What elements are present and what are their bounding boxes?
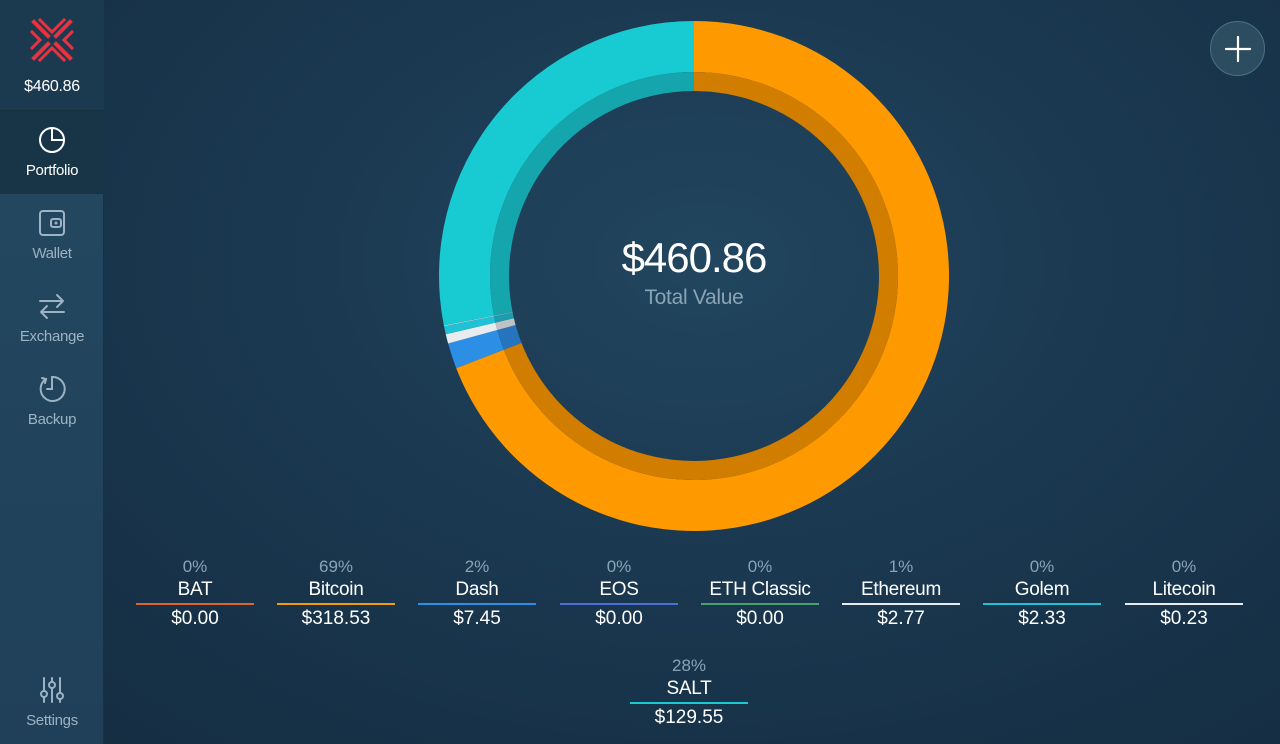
- asset-color-line: [418, 603, 536, 605]
- donut-slice-golem[interactable]: [444, 316, 496, 335]
- donut-slice-inner-litecoin: [493, 311, 513, 317]
- backup-clock-icon: [39, 375, 66, 402]
- sidebar-item-label: Settings: [26, 712, 78, 729]
- donut-chart-svg: [439, 21, 949, 531]
- donut-slice-inner-dash: [497, 325, 522, 350]
- sidebar-item-portfolio[interactable]: Portfolio: [0, 111, 104, 194]
- asset-value: $7.45: [453, 608, 501, 629]
- asset-percent: 0%: [606, 557, 632, 576]
- asset-percent: 2%: [464, 557, 490, 576]
- brand-header: $460.86: [0, 0, 104, 111]
- asset-percent: 0%: [182, 557, 208, 576]
- wallet-icon: [39, 210, 65, 236]
- sidebar-item-label: Backup: [27, 411, 77, 428]
- asset-color-line: [983, 603, 1101, 605]
- exodus-logo-icon: [29, 17, 75, 63]
- asset-name: Bitcoin: [308, 579, 364, 600]
- sidebar-item-label: Wallet: [32, 245, 72, 262]
- asset-value: $0.23: [1160, 608, 1208, 629]
- asset-color-line: [136, 603, 254, 605]
- donut-slice-dash[interactable]: [448, 330, 504, 369]
- total-value: $460.86: [621, 234, 768, 281]
- sidebar-item-settings[interactable]: Settings: [0, 661, 104, 744]
- donut-slice-inner-ethereum: [495, 318, 516, 331]
- exchange-arrows-icon: [39, 294, 65, 319]
- asset-value: $0.00: [171, 608, 219, 629]
- asset-name: EOS: [599, 579, 639, 600]
- asset-name: Litecoin: [1152, 579, 1216, 600]
- asset-name: ETH Classic: [709, 579, 811, 600]
- portfolio-donut-chart: $460.86 Total Value: [438, 20, 950, 532]
- asset-item-litecoin[interactable]: 0% Litecoin $0.23: [1125, 555, 1243, 632]
- donut-slice-inner-salt: [490, 72, 694, 316]
- asset-percent: 0%: [747, 557, 773, 576]
- asset-name: SALT: [666, 678, 712, 699]
- asset-value: $2.33: [1018, 608, 1066, 629]
- plus-icon: [1224, 35, 1252, 63]
- sidebar-item-backup[interactable]: Backup: [0, 360, 104, 443]
- donut-slice-inner-golem: [494, 312, 514, 323]
- asset-item-bitcoin[interactable]: 69% Bitcoin $318.53: [277, 555, 395, 632]
- asset-percent: 69%: [318, 557, 354, 576]
- asset-item-salt[interactable]: 28% SALT $129.55: [630, 654, 748, 731]
- add-asset-button[interactable]: [1210, 21, 1265, 76]
- asset-item-golem[interactable]: 0% Golem $2.33: [983, 555, 1101, 632]
- asset-value: $2.77: [877, 608, 925, 629]
- asset-name: Ethereum: [861, 579, 941, 600]
- asset-name: Dash: [455, 579, 499, 600]
- asset-item-eth-classic[interactable]: 0% ETH Classic $0.00: [701, 555, 819, 632]
- asset-item-eos[interactable]: 0% EOS $0.00: [560, 555, 678, 632]
- asset-color-line: [1125, 603, 1243, 605]
- sidebar-item-exchange[interactable]: Exchange: [0, 277, 104, 360]
- asset-name: BAT: [177, 579, 213, 600]
- asset-color-line: [630, 702, 748, 704]
- asset-value: $0.00: [595, 608, 643, 629]
- asset-name: Golem: [1014, 579, 1070, 600]
- donut-slice-salt[interactable]: [439, 21, 694, 326]
- asset-item-ethereum[interactable]: 1% Ethereum $2.77: [842, 555, 960, 632]
- asset-color-line: [842, 603, 960, 605]
- total-value-label: Total Value: [644, 286, 744, 309]
- sidebar-item-label: Exchange: [19, 328, 85, 345]
- sidebar: $460.86 Portfolio Wallet Exchange: [0, 0, 104, 744]
- donut-slice-ethereum[interactable]: [445, 322, 498, 344]
- asset-percent: 0%: [1171, 557, 1197, 576]
- asset-value: $318.53: [301, 608, 371, 629]
- sidebar-item-label: Portfolio: [25, 162, 79, 179]
- donut-slice-litecoin[interactable]: [443, 315, 495, 327]
- settings-sliders-icon: [40, 677, 64, 703]
- pie-chart-icon: [39, 127, 65, 153]
- sidebar-item-wallet[interactable]: Wallet: [0, 194, 104, 277]
- asset-percent: 0%: [1029, 557, 1055, 576]
- asset-color-line: [701, 603, 819, 605]
- asset-item-dash[interactable]: 2% Dash $7.45: [418, 555, 536, 632]
- asset-percent: 28%: [671, 656, 707, 675]
- asset-value: $129.55: [654, 707, 724, 728]
- sidebar-balance: $460.86: [24, 78, 80, 95]
- asset-item-bat[interactable]: 0% BAT $0.00: [136, 555, 254, 632]
- asset-percent: 1%: [888, 557, 914, 576]
- asset-color-line: [560, 603, 678, 605]
- asset-color-line: [277, 603, 395, 605]
- asset-value: $0.00: [736, 608, 784, 629]
